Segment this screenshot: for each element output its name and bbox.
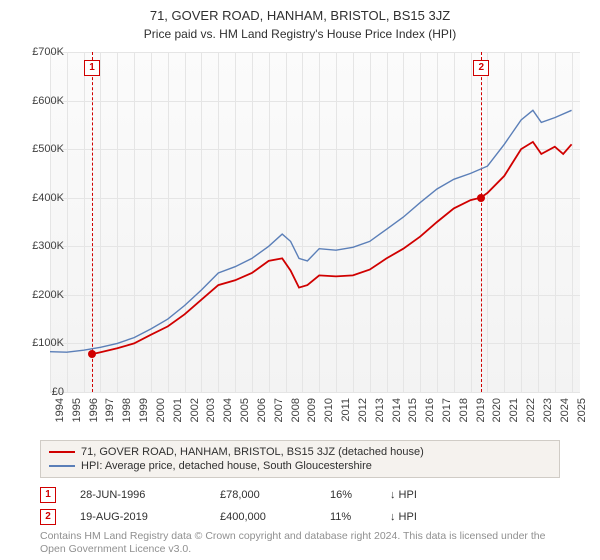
sale-row-1: 1 28-JUN-1996 £78,000 16% ↓ HPI <box>40 484 560 506</box>
sale-dot-2 <box>477 194 485 202</box>
y-tick-label: £400K <box>32 192 64 204</box>
y-tick-label: £300K <box>32 240 64 252</box>
sale-marker-2: 2 <box>40 509 56 525</box>
x-tick-label: 2001 <box>172 398 184 422</box>
x-tick-label: 2018 <box>458 398 470 422</box>
x-tick-label: 2012 <box>357 398 369 422</box>
y-tick-label: £500K <box>32 143 64 155</box>
x-tick-label: 1996 <box>88 398 100 422</box>
legend-box: 71, GOVER ROAD, HANHAM, BRISTOL, BS15 3J… <box>40 440 560 478</box>
x-tick-label: 2013 <box>374 398 386 422</box>
x-tick-label: 2017 <box>441 398 453 422</box>
x-tick-label: 2004 <box>222 398 234 422</box>
x-tick-label: 2011 <box>340 398 352 422</box>
series-line-property <box>92 142 571 354</box>
y-tick-label: £0 <box>52 386 64 398</box>
y-tick-label: £700K <box>32 46 64 58</box>
sales-table: 1 28-JUN-1996 £78,000 16% ↓ HPI 2 19-AUG… <box>40 484 560 528</box>
sale-date-2: 19-AUG-2019 <box>80 511 220 523</box>
legend-label-property: 71, GOVER ROAD, HANHAM, BRISTOL, BS15 3J… <box>81 446 424 458</box>
sale-note-1: ↓ HPI <box>390 489 530 501</box>
chart-container: 71, GOVER ROAD, HANHAM, BRISTOL, BS15 3J… <box>0 0 600 560</box>
series-lines <box>50 52 580 392</box>
x-tick-label: 2023 <box>542 398 554 422</box>
y-tick-label: £200K <box>32 289 64 301</box>
x-tick-label: 2020 <box>491 398 503 422</box>
sale-row-2: 2 19-AUG-2019 £400,000 11% ↓ HPI <box>40 506 560 528</box>
sale-price-1: £78,000 <box>220 489 330 501</box>
legend-item-hpi: HPI: Average price, detached house, Sout… <box>49 459 551 473</box>
x-tick-label: 2008 <box>290 398 302 422</box>
x-tick-label: 2006 <box>256 398 268 422</box>
attribution-text: Contains HM Land Registry data © Crown c… <box>40 530 560 556</box>
sale-dot-1 <box>88 350 96 358</box>
x-tick-label: 1995 <box>71 398 83 422</box>
x-tick-label: 2000 <box>155 398 167 422</box>
legend-label-hpi: HPI: Average price, detached house, Sout… <box>81 460 372 472</box>
y-tick-label: £600K <box>32 95 64 107</box>
x-tick-label: 2016 <box>424 398 436 422</box>
x-tick-label: 1994 <box>54 398 66 422</box>
legend-swatch-hpi <box>49 465 75 466</box>
sale-price-2: £400,000 <box>220 511 330 523</box>
series-line-hpi <box>50 110 572 352</box>
x-tick-label: 2022 <box>525 398 537 422</box>
x-tick-label: 2019 <box>475 398 487 422</box>
sale-marker-1: 1 <box>40 487 56 503</box>
sale-note-2: ↓ HPI <box>390 511 530 523</box>
x-tick-label: 2015 <box>407 398 419 422</box>
chart-title: 71, GOVER ROAD, HANHAM, BRISTOL, BS15 3J… <box>0 0 600 23</box>
legend-swatch-property <box>49 451 75 453</box>
x-tick-label: 2005 <box>239 398 251 422</box>
legend-item-property: 71, GOVER ROAD, HANHAM, BRISTOL, BS15 3J… <box>49 445 551 459</box>
x-tick-label: 2009 <box>306 398 318 422</box>
x-tick-label: 2010 <box>323 398 335 422</box>
x-tick-label: 2025 <box>576 398 588 422</box>
x-tick-label: 2021 <box>508 398 520 422</box>
x-tick-label: 2007 <box>273 398 285 422</box>
x-tick-label: 2024 <box>559 398 571 422</box>
x-tick-label: 2014 <box>391 398 403 422</box>
x-tick-label: 2003 <box>205 398 217 422</box>
sale-date-1: 28-JUN-1996 <box>80 489 220 501</box>
x-tick-label: 1998 <box>121 398 133 422</box>
sale-pct-2: 11% <box>330 511 390 523</box>
x-tick-label: 1997 <box>104 398 116 422</box>
x-tick-label: 1999 <box>138 398 150 422</box>
chart-subtitle: Price paid vs. HM Land Registry's House … <box>0 23 600 47</box>
y-tick-label: £100K <box>32 337 64 349</box>
plot-area: 12 <box>50 52 580 392</box>
x-tick-label: 2002 <box>189 398 201 422</box>
sale-pct-1: 16% <box>330 489 390 501</box>
